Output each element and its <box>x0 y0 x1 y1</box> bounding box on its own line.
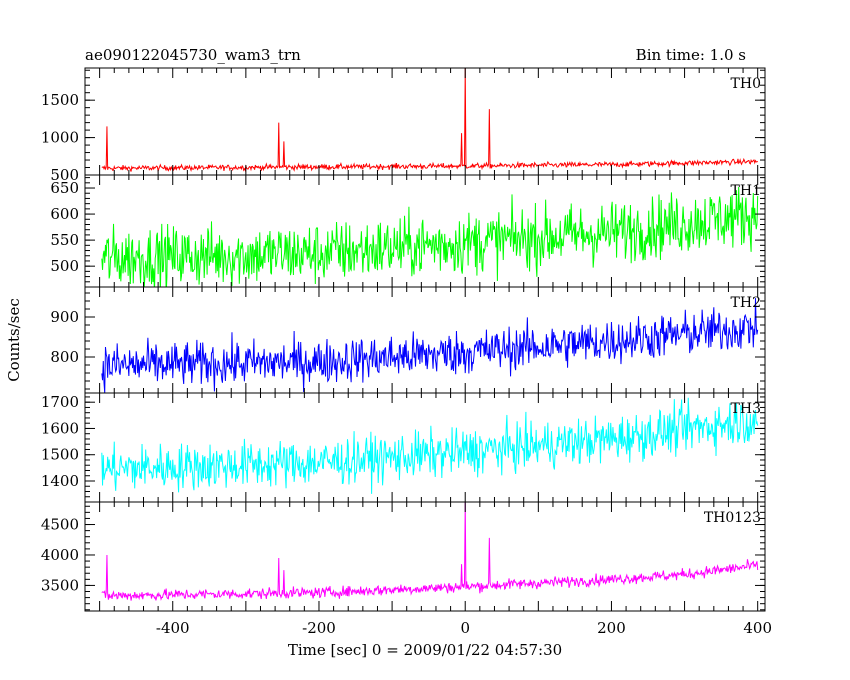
panel-th2: 800 900 TH2 <box>50 286 766 394</box>
x-tick-label: -400 <box>156 619 190 637</box>
panel-th1: 500 550 600 650 TH1 <box>50 174 766 288</box>
y-tick-label: 1500 <box>41 91 79 109</box>
x-axis-label: Time [sec] 0 = 2009/01/22 04:57:30 <box>288 641 562 659</box>
panel-name-th0: TH0 <box>731 76 761 92</box>
y-tick-label: 4000 <box>41 546 79 564</box>
panel-th0: 500 1000 1500 TH0 <box>41 67 766 184</box>
y-tick-label: 1400 <box>41 472 79 490</box>
panel-name-th0123: TH0123 <box>704 510 761 526</box>
panel-frame <box>84 286 766 394</box>
series-line-th3 <box>101 397 759 494</box>
y-tick-label: 1700 <box>41 393 79 411</box>
x-tick-label: 400 <box>743 619 772 637</box>
x-tick-label: -200 <box>302 619 336 637</box>
y-tick-label: 1600 <box>41 419 79 437</box>
x-tick-label: 200 <box>597 619 626 637</box>
series-line-th0 <box>101 68 759 173</box>
y-tick-label: 1000 <box>41 129 79 147</box>
panel-frame <box>84 67 766 176</box>
y-tick-label: 800 <box>50 348 79 366</box>
y-tick-label: 650 <box>50 179 79 197</box>
panel-frame <box>84 501 766 612</box>
y-axis-label: Counts/sec <box>5 298 23 382</box>
y-tick-label: 3500 <box>41 576 79 594</box>
series-line-th1 <box>101 187 759 287</box>
panel-name-th3: TH3 <box>731 401 761 417</box>
y-tick-label: 500 <box>50 166 79 184</box>
y-tick-label: 500 <box>50 257 79 275</box>
panel-name-th1: TH1 <box>731 183 761 199</box>
y-tick-label: 4500 <box>41 516 79 534</box>
y-tick-label: 1500 <box>41 446 79 464</box>
y-tick-label: 900 <box>50 308 79 326</box>
y-tick-label: 600 <box>50 205 79 223</box>
series-line-th2 <box>101 298 759 393</box>
panel-th3: 1400 1500 1600 1700 TH3 <box>41 392 766 503</box>
panel-th0123: 3500 4000 4500 TH0123 <box>41 501 766 612</box>
x-axis: -400 -200 0 200 400 <box>156 619 772 637</box>
y-tick-label: 550 <box>50 231 79 249</box>
bin-time-label: Bin time: 1.0 s <box>636 46 746 64</box>
figure-title: ae090122045730_wam3_trn <box>85 46 301 64</box>
series-line-th0123 <box>101 502 759 601</box>
x-tick-label: 0 <box>460 619 470 637</box>
panel-name-th2: TH2 <box>731 295 761 311</box>
panels-group: 500 1000 1500 TH0 500 550 600 650 TH1 800 900 TH2 14… <box>41 67 766 612</box>
